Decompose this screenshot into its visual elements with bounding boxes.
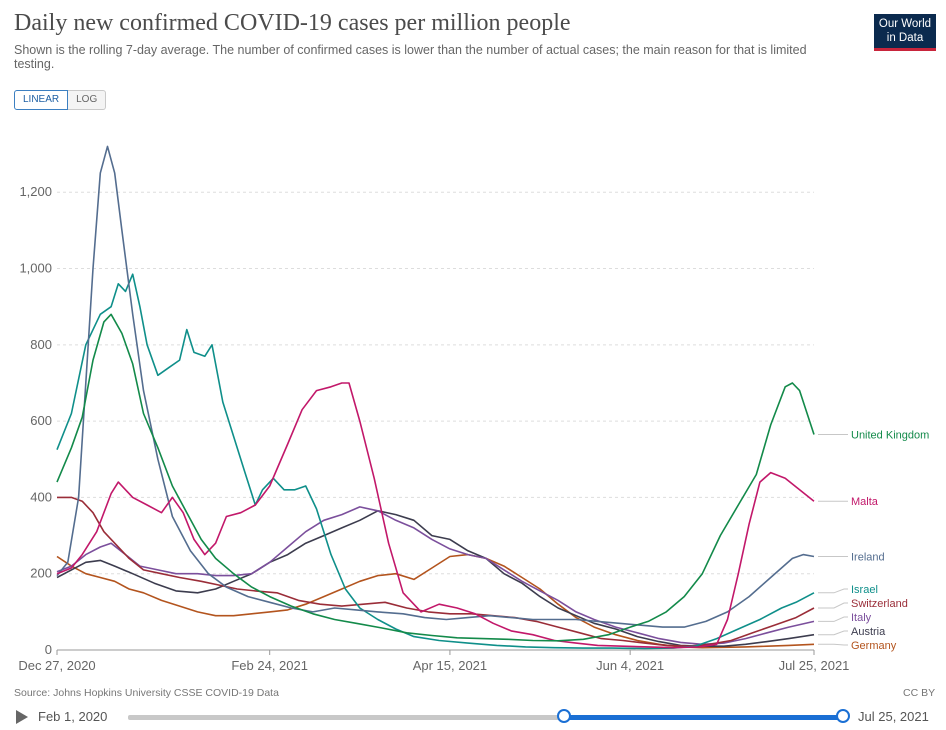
x-tick-label: Jun 4, 2021 xyxy=(596,658,664,673)
logo-line-1: Our World xyxy=(878,18,932,30)
play-icon[interactable] xyxy=(16,710,28,724)
x-tick-label: Jul 25, 2021 xyxy=(779,658,850,673)
series-line-united-kingdom xyxy=(56,313,815,642)
series-line-ireland xyxy=(56,145,815,628)
series-label-israel: Israel xyxy=(851,584,878,596)
timeline-end-label: Jul 25, 2021 xyxy=(858,709,929,724)
label-connector-austria xyxy=(818,630,848,636)
y-tick-label: 0 xyxy=(45,642,52,657)
license-link[interactable]: CC BY xyxy=(903,687,936,699)
series-line-italy xyxy=(56,506,815,646)
line-chart: 0 200 400 600 800 1,000 1,200 Dec 27, 2020 Feb … xyxy=(18,145,929,673)
chart-title: Daily new confirmed COVID-19 cases per m… xyxy=(14,10,571,36)
label-connector-italy xyxy=(818,616,848,622)
series-line-malta xyxy=(56,382,815,649)
series-label-malta: Malta xyxy=(851,496,879,508)
scale-toggle: LINEAR LOG xyxy=(14,90,107,110)
x-tick-label: Feb 24, 2021 xyxy=(231,658,308,673)
y-tick-label: 1,000 xyxy=(19,261,52,276)
series-label-united-kingdom: United Kingdom xyxy=(851,429,929,441)
series-labels: United Kingdom Malta Ireland Israel Switzerl… xyxy=(818,429,929,652)
series-label-germany: Germany xyxy=(851,640,897,652)
label-connector-germany xyxy=(818,643,848,646)
label-connector-switzerland xyxy=(818,602,848,609)
log-scale-button[interactable]: LOG xyxy=(68,90,107,110)
label-connector-israel xyxy=(818,588,848,594)
logo-line-2: in Data xyxy=(886,32,924,44)
series-label-ireland: Ireland xyxy=(851,552,885,564)
chart-grid xyxy=(57,191,814,575)
timeline-start-label: Feb 1, 2020 xyxy=(38,709,108,724)
timeline-end-handle[interactable] xyxy=(836,709,850,723)
chart-subtitle: Shown is the rolling 7-day average. The … xyxy=(14,43,807,71)
series-line-israel xyxy=(56,273,815,650)
y-tick-label: 400 xyxy=(30,489,52,504)
series-line-austria xyxy=(56,510,815,647)
timeline: Feb 1, 2020 Jul 25, 2021 xyxy=(0,704,946,730)
x-tick-label: Dec 27, 2020 xyxy=(18,658,95,673)
timeline-start-handle[interactable] xyxy=(557,709,572,723)
series-label-italy: Italy xyxy=(851,612,872,624)
owid-logo[interactable]: Our World in Data xyxy=(874,14,936,51)
y-tick-label: 1,200 xyxy=(19,184,52,199)
series-line-germany xyxy=(56,553,815,649)
x-axis: Dec 27, 2020 Feb 24, 2021 Apr 15, 2021 Jun … xyxy=(18,649,850,673)
series-label-switzerland: Switzerland xyxy=(851,598,908,610)
y-axis: 0 200 400 600 800 1,000 1,200 xyxy=(19,184,52,657)
timeline-selected-range xyxy=(564,715,843,720)
series-line-switzerland xyxy=(57,496,815,647)
y-tick-label: 600 xyxy=(30,413,52,428)
timeline-track[interactable] xyxy=(128,715,843,720)
y-tick-label: 200 xyxy=(30,566,52,581)
y-tick-label: 800 xyxy=(30,337,52,352)
series-label-austria: Austria xyxy=(851,626,886,638)
series-lines xyxy=(56,145,815,650)
source-note: Source: Johns Hopkins University CSSE CO… xyxy=(14,687,279,699)
x-tick-label: Apr 15, 2021 xyxy=(413,658,487,673)
linear-scale-button[interactable]: LINEAR xyxy=(14,90,69,110)
